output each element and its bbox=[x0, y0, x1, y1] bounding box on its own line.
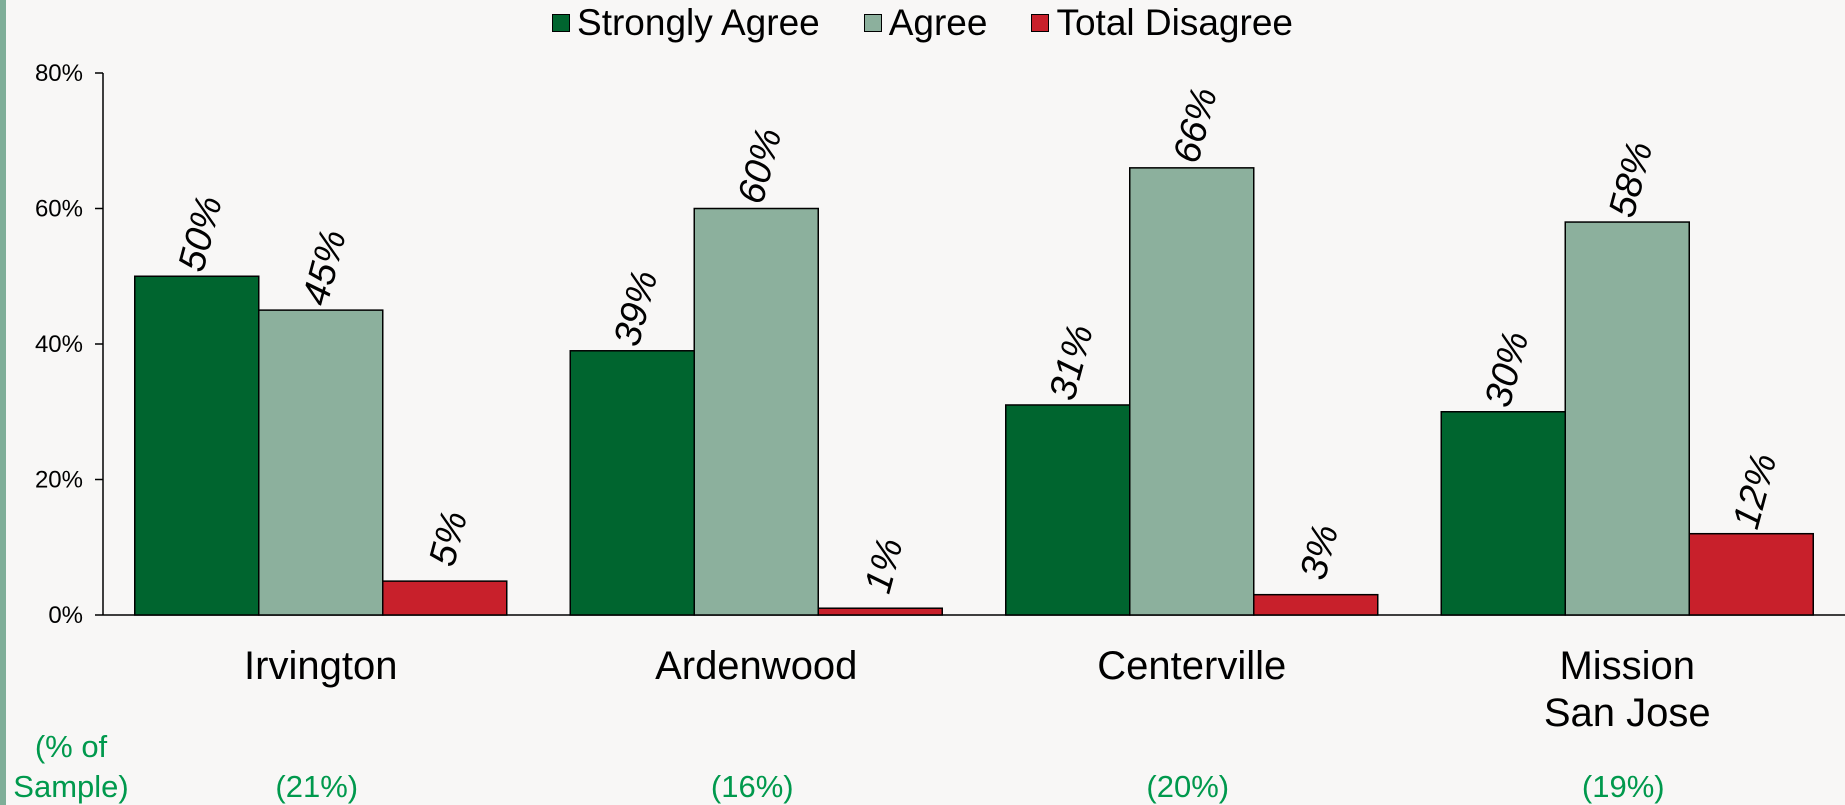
data-label: 3% bbox=[1292, 520, 1347, 584]
legend-swatch bbox=[1031, 14, 1050, 32]
bar-agree bbox=[1564, 221, 1690, 616]
data-label: 66% bbox=[1166, 83, 1226, 167]
sample-percent: (16%) bbox=[711, 769, 794, 804]
bar-strongly-agree bbox=[134, 275, 260, 616]
legend-swatch bbox=[552, 14, 571, 32]
legend-label: Strongly Agree bbox=[577, 2, 820, 43]
data-label: 50% bbox=[171, 192, 231, 276]
data-label: 31% bbox=[1042, 320, 1102, 404]
sample-percent: (21%) bbox=[275, 769, 358, 804]
bar-total-disagree bbox=[382, 580, 508, 616]
data-label: 12% bbox=[1725, 449, 1785, 533]
bar-total-disagree bbox=[1253, 593, 1379, 616]
data-label: 45% bbox=[295, 225, 355, 309]
data-label: 5% bbox=[421, 507, 476, 571]
y-tick-label: 40% bbox=[35, 331, 83, 358]
sample-percent: (19%) bbox=[1582, 769, 1665, 804]
bar-agree bbox=[258, 309, 384, 616]
category-label: Mission San Jose bbox=[1544, 644, 1711, 735]
y-tick-label: 0% bbox=[48, 602, 83, 629]
bar-strongly-agree bbox=[569, 350, 695, 616]
y-tick-label: 60% bbox=[35, 196, 83, 223]
bar-strongly-agree bbox=[1005, 404, 1131, 616]
bar-agree bbox=[1129, 167, 1255, 616]
category-label: Irvington bbox=[244, 644, 397, 688]
legend-item: Total Disagree bbox=[1031, 2, 1293, 44]
category-label: Centerville bbox=[1097, 644, 1286, 688]
legend-item: Strongly Agree bbox=[552, 2, 820, 44]
category-label: Ardenwood bbox=[655, 644, 857, 688]
data-label: 60% bbox=[730, 124, 790, 208]
sample-label: (% of Sample) bbox=[13, 729, 128, 804]
legend-label: Total Disagree bbox=[1056, 2, 1293, 43]
y-tick-label: 80% bbox=[35, 60, 83, 87]
data-label: 1% bbox=[857, 534, 912, 598]
legend-swatch bbox=[863, 14, 882, 32]
bar-total-disagree bbox=[817, 607, 943, 616]
y-tick-label: 20% bbox=[35, 467, 83, 494]
sample-percent: (20%) bbox=[1146, 769, 1229, 804]
legend-item: Agree bbox=[863, 2, 988, 44]
bar-total-disagree bbox=[1688, 532, 1814, 616]
data-label: 58% bbox=[1601, 137, 1661, 221]
data-label: 30% bbox=[1477, 327, 1537, 411]
data-label: 39% bbox=[606, 266, 666, 350]
chart-legend: Strongly Agree Agree Total Disagree bbox=[0, 2, 1845, 44]
bar-strongly-agree bbox=[1440, 411, 1566, 616]
bar-agree bbox=[693, 207, 819, 616]
slide-left-edge-accent bbox=[0, 0, 6, 805]
legend-label: Agree bbox=[888, 2, 988, 43]
